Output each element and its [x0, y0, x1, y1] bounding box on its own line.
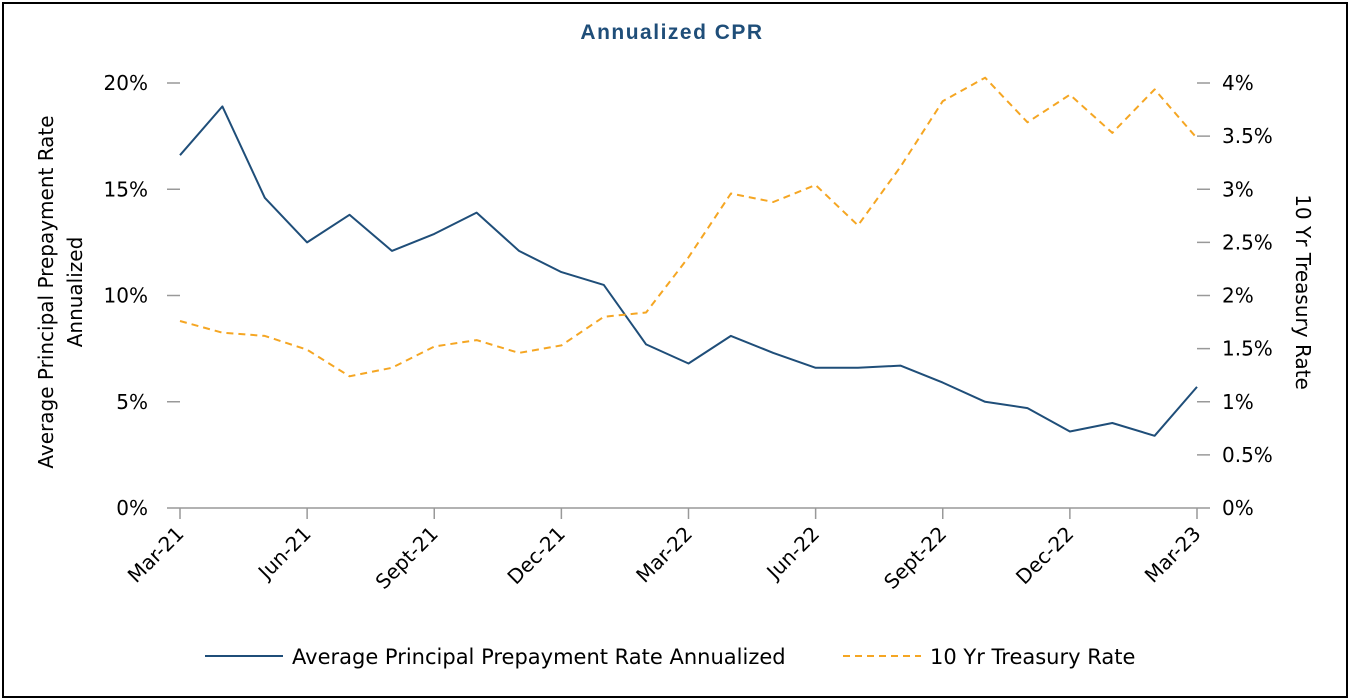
left-tick-label: 20% [104, 71, 148, 95]
legend-label-cpr: Average Principal Prepayment Rate Annual… [292, 645, 786, 669]
chart-title: Annualized CPR [580, 21, 763, 44]
left-axis-title-line2: Annualized [63, 237, 87, 348]
x-tick-label: Mar-21 [123, 522, 189, 588]
right-tick-label: 1% [1222, 390, 1254, 414]
right-tick-label: 1.5% [1222, 337, 1273, 361]
right-tick-label: 3.5% [1222, 124, 1273, 148]
legend-label-treasury: 10 Yr Treasury Rate [930, 645, 1135, 669]
x-tick-label: Jun-22 [761, 522, 825, 586]
right-tick-label: 0.5% [1222, 443, 1273, 467]
x-tick-label: Sept-21 [371, 522, 443, 594]
right-tick-label: 2.5% [1222, 230, 1273, 254]
x-tick-label: Sept-22 [879, 522, 951, 594]
left-axis-title: Average Principal Prepayment Rate Annual… [34, 115, 87, 468]
left-tick-label: 0% [116, 496, 148, 520]
x-tick-label: Jun-21 [252, 522, 316, 586]
x-axis: Mar-21 Jun-21 Sept-21 Dec-21 Mar-22 Jun-22 Sep… [123, 507, 1206, 594]
left-tick-label: 15% [104, 177, 148, 201]
series-line-cpr [179, 105, 1198, 437]
legend: Average Principal Prepayment Rate Annual… [205, 645, 1135, 669]
right-tick-label: 3% [1222, 177, 1254, 201]
x-tick-label: Dec-22 [1011, 522, 1078, 589]
right-axis-ticks: 0% 0.5% 1% 1.5% 2% 2.5% 3% 3.5% 4% [1197, 71, 1273, 520]
x-tick-label: Dec-21 [502, 522, 569, 589]
left-axis-title-line1: Average Principal Prepayment Rate [34, 115, 58, 468]
x-tick-label: Mar-23 [1140, 522, 1206, 588]
left-tick-label: 10% [104, 284, 148, 308]
right-axis-title: 10 Yr Treasury Rate [1291, 194, 1315, 390]
right-tick-label: 4% [1222, 71, 1254, 95]
x-tick-label: Mar-22 [631, 522, 697, 588]
right-tick-label: 0% [1222, 496, 1254, 520]
series-layer [179, 76, 1198, 437]
left-axis-ticks: 0% 5% 10% 15% 20% [104, 71, 180, 520]
right-tick-label: 2% [1222, 284, 1254, 308]
left-tick-label: 5% [116, 390, 148, 414]
series-line-treasury [179, 76, 1198, 378]
